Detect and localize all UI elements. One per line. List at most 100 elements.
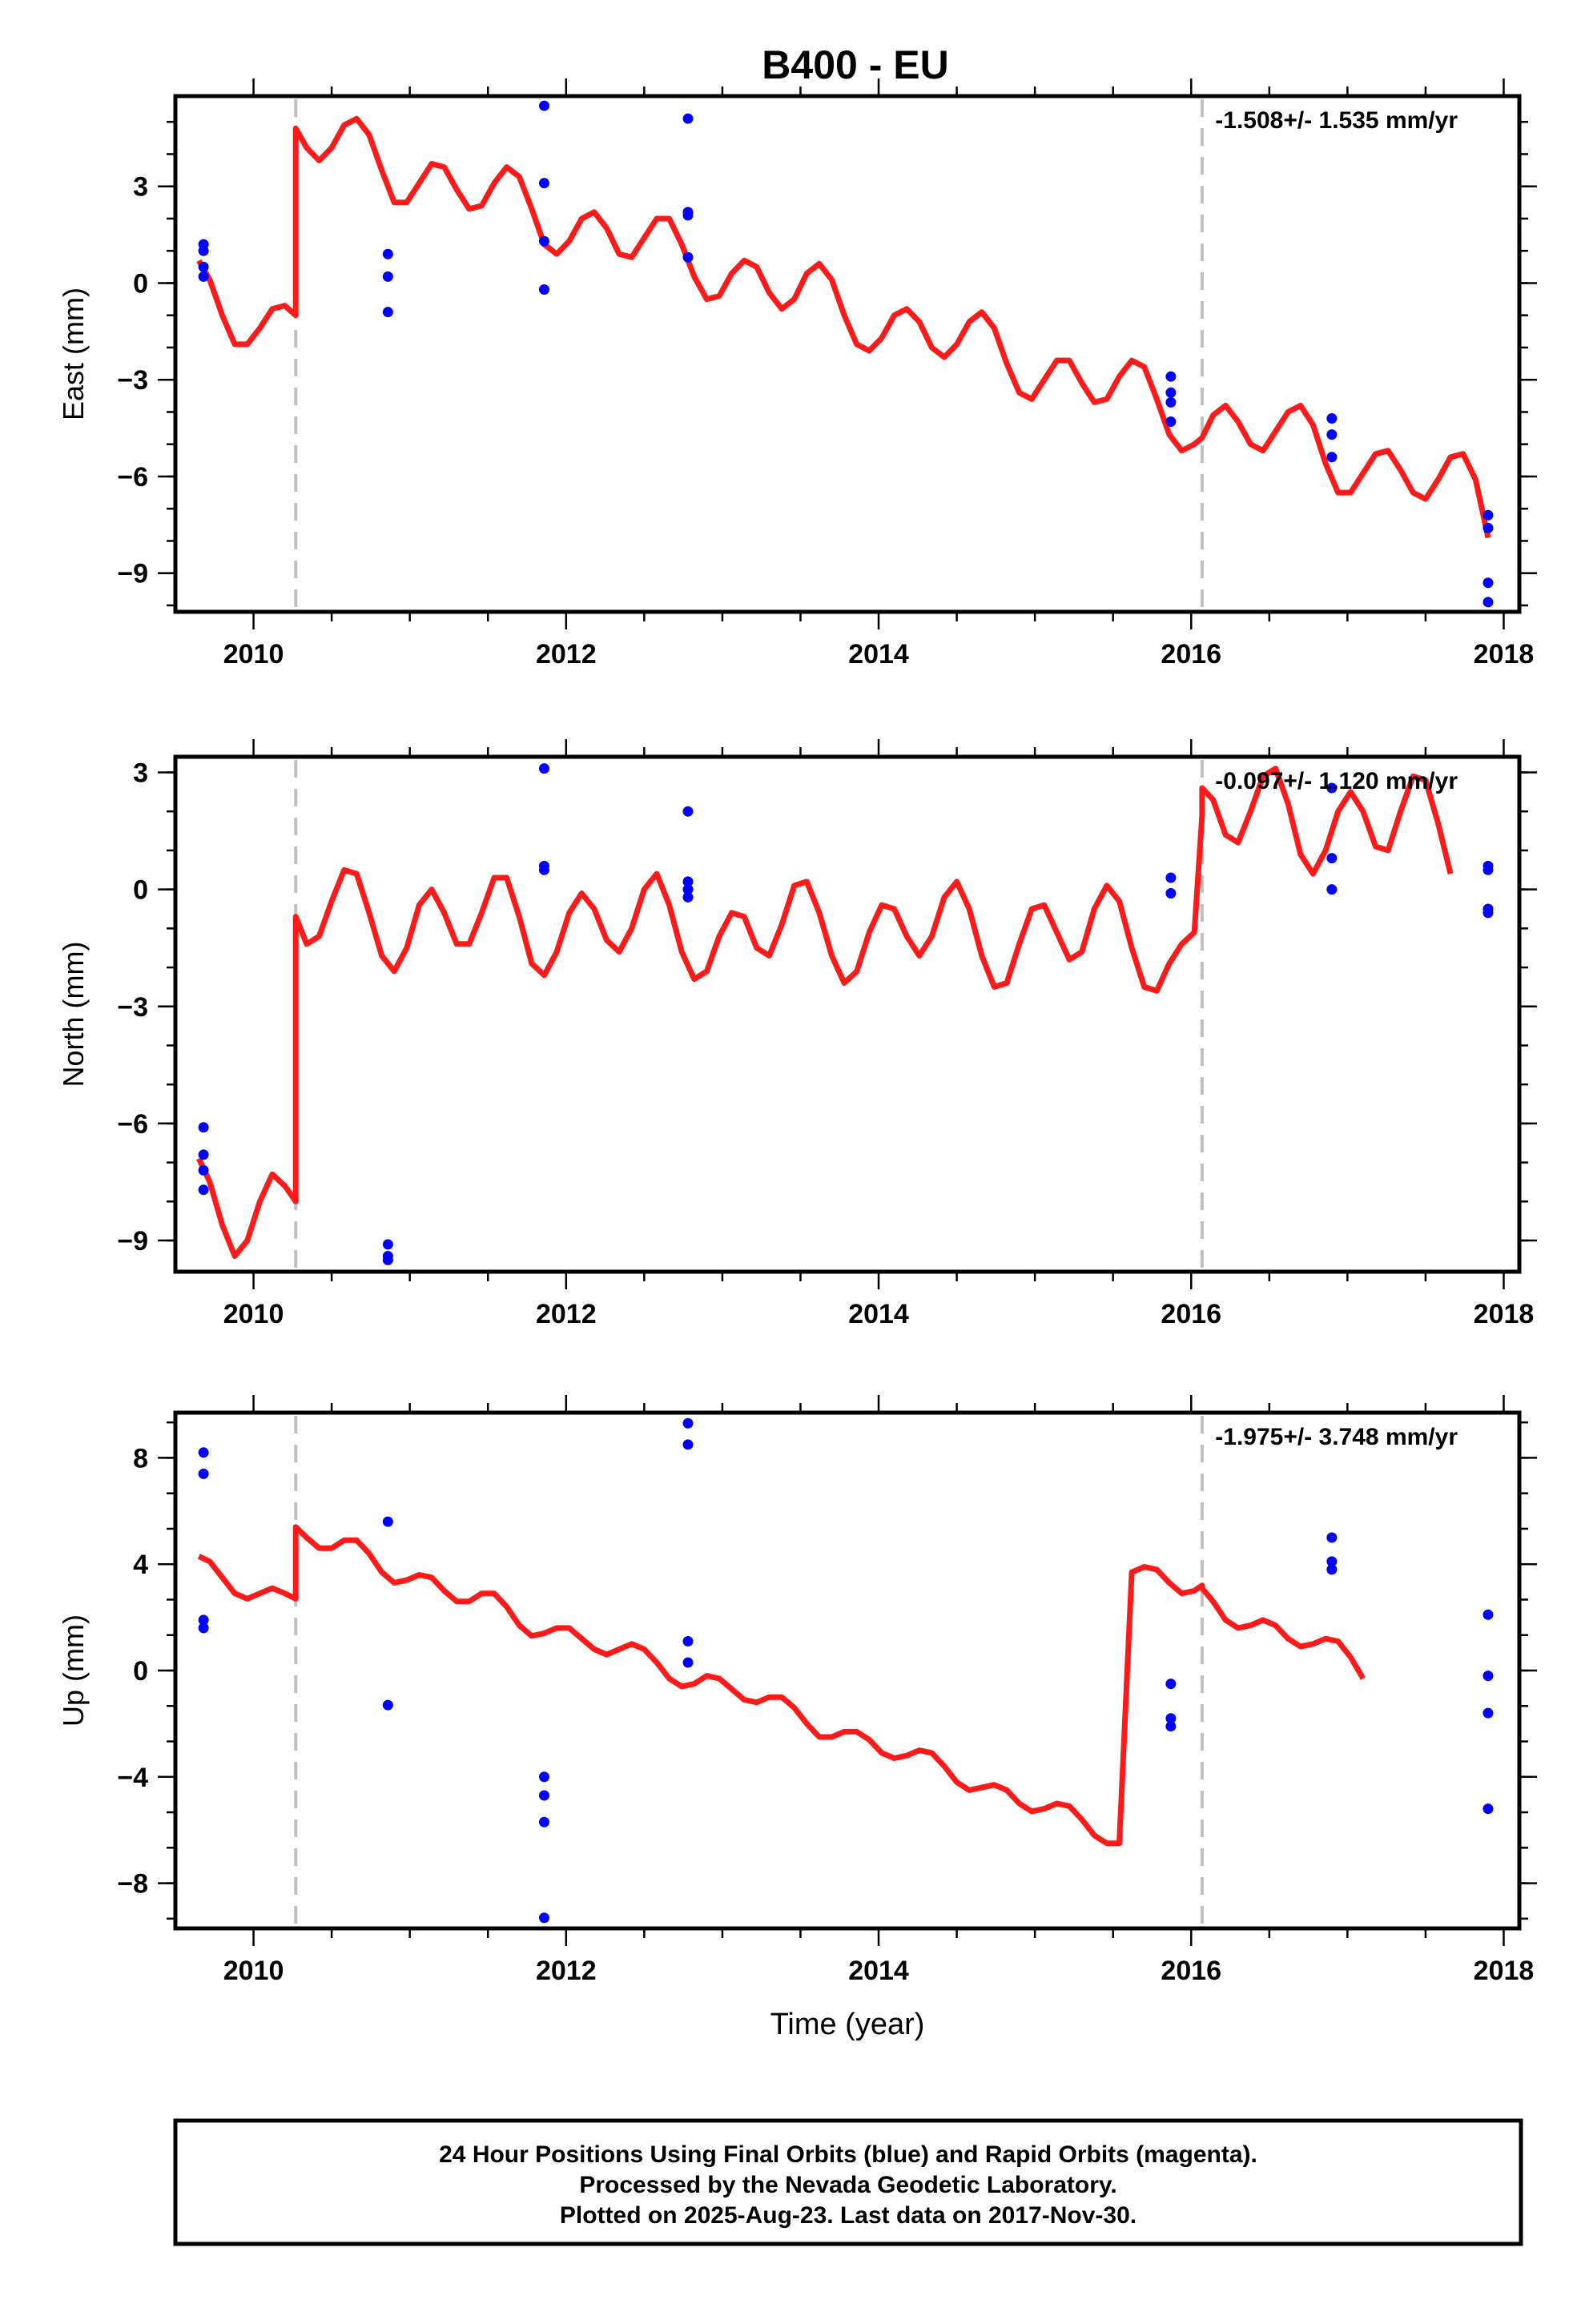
north-xtick-label: 2010 bbox=[223, 1299, 284, 1329]
north-data-point bbox=[682, 876, 694, 887]
east-ytick-label: −6 bbox=[117, 462, 148, 493]
up-data-point bbox=[1482, 1671, 1494, 1682]
up-ytick-label: 4 bbox=[133, 1550, 148, 1580]
up-ytick-label: 0 bbox=[133, 1656, 148, 1687]
footer-box: 24 Hour Positions Using Final Orbits (bl… bbox=[173, 2118, 1523, 2246]
up-data-point bbox=[1482, 1609, 1494, 1620]
up-ytick-label: −8 bbox=[117, 1869, 148, 1900]
up-data-point bbox=[1482, 1707, 1494, 1719]
north-ytick-label: −9 bbox=[117, 1226, 148, 1256]
east-ytick-label: −9 bbox=[117, 559, 148, 589]
chart-title: B400 - EU bbox=[762, 42, 948, 87]
up-data-point bbox=[682, 1417, 694, 1429]
north-data-point bbox=[538, 864, 549, 875]
east-xtick-label: 2014 bbox=[848, 639, 909, 669]
north-data-point bbox=[1326, 853, 1338, 864]
up-data-point bbox=[382, 1516, 393, 1527]
north-data-point bbox=[1165, 887, 1177, 899]
east-data-point bbox=[382, 248, 393, 259]
up-data-point bbox=[1482, 1803, 1494, 1815]
east-data-point bbox=[198, 245, 209, 256]
up-data-point bbox=[538, 1816, 549, 1827]
up-data-point bbox=[1165, 1679, 1177, 1690]
north-data-point bbox=[1165, 872, 1177, 883]
east-data-point bbox=[538, 284, 549, 295]
up-plot-frame bbox=[173, 1410, 1522, 1931]
footer-frame bbox=[173, 2118, 1523, 2246]
east-xtick-label: 2012 bbox=[536, 639, 597, 669]
north-data-point bbox=[538, 763, 549, 774]
north-ytick-label: −3 bbox=[117, 992, 148, 1023]
east-xtick-label: 2010 bbox=[223, 639, 284, 669]
north-xtick-label: 2016 bbox=[1161, 1299, 1221, 1329]
north-data-point bbox=[682, 806, 694, 817]
up-rate-label: -1.975+/- 3.748 mm/yr bbox=[1215, 1424, 1458, 1450]
east-data-point bbox=[198, 261, 209, 272]
east-data-point bbox=[1326, 429, 1338, 440]
up-data-point bbox=[1326, 1532, 1338, 1543]
east-data-point bbox=[1165, 396, 1177, 408]
north-ytick-label: 3 bbox=[133, 758, 148, 788]
east-data-point bbox=[382, 307, 393, 318]
north-xtick-label: 2012 bbox=[536, 1299, 597, 1329]
up-data-point bbox=[198, 1614, 209, 1626]
up-ytick-label: 8 bbox=[133, 1443, 148, 1474]
east-rate-label: -1.508+/- 1.535 mm/yr bbox=[1215, 107, 1458, 134]
east-data-point bbox=[1326, 413, 1338, 424]
north-data-point bbox=[198, 1122, 209, 1133]
up-data-point bbox=[1165, 1713, 1177, 1724]
north-data-point bbox=[1326, 782, 1338, 794]
east-ytick-label: 0 bbox=[133, 268, 148, 299]
up-data-point bbox=[538, 1771, 549, 1783]
north-model-line bbox=[196, 766, 1454, 1259]
north-data-point bbox=[682, 891, 694, 903]
up-xtick-label: 2016 bbox=[1161, 1956, 1221, 1986]
up-model-line bbox=[197, 1524, 1366, 1847]
north-plot-frame bbox=[173, 754, 1522, 1274]
north-data-point bbox=[198, 1164, 209, 1176]
east-ytick-label: 3 bbox=[133, 172, 148, 203]
east-data-point bbox=[1482, 597, 1494, 608]
east-data-point bbox=[198, 271, 209, 282]
east-xtick-label: 2018 bbox=[1474, 639, 1535, 669]
footer-line-3: Plotted on 2025-Aug-23. Last data on 201… bbox=[560, 2202, 1137, 2229]
east-model-line bbox=[196, 115, 1491, 539]
north-data-point bbox=[1326, 884, 1338, 895]
east-plot-frame bbox=[173, 94, 1522, 614]
up-xtick-label: 2012 bbox=[536, 1956, 597, 1986]
east-ytick-label: −3 bbox=[117, 365, 148, 396]
east-ylabel: East (mm) bbox=[57, 287, 90, 420]
east-data-point bbox=[1482, 577, 1494, 589]
north-xtick-label: 2014 bbox=[848, 1299, 909, 1329]
up-xtick-label: 2010 bbox=[223, 1956, 284, 1986]
east-data-point bbox=[1165, 371, 1177, 382]
north-data-point bbox=[382, 1254, 393, 1265]
up-data-point bbox=[1326, 1556, 1338, 1567]
east-data-point bbox=[682, 113, 694, 124]
up-data-point bbox=[1326, 1564, 1338, 1575]
north-data-point bbox=[682, 884, 694, 895]
footer-line-1: 24 Hour Positions Using Final Orbits (bl… bbox=[439, 2141, 1257, 2168]
up-data-point bbox=[1165, 1721, 1177, 1732]
up-data-point bbox=[198, 1622, 209, 1634]
up-ytick-label: −4 bbox=[117, 1763, 148, 1793]
up-ylabel: Up (mm) bbox=[57, 1614, 90, 1727]
up-data-point bbox=[198, 1468, 209, 1479]
up-data-point bbox=[682, 1657, 694, 1668]
north-ytick-label: 0 bbox=[133, 875, 148, 906]
up-xtick-label: 2018 bbox=[1474, 1956, 1535, 1986]
north-xtick-label: 2018 bbox=[1474, 1299, 1535, 1329]
east-panel: 2010 2012 2014 2016 2018 3 0 −3 −6 −9 -1.508+/- 1.… bbox=[57, 78, 1537, 669]
north-data-point bbox=[198, 1184, 209, 1196]
up-xlabel: Time (year) bbox=[770, 2008, 925, 2041]
north-ylabel: North (mm) bbox=[57, 942, 90, 1088]
east-data-point bbox=[538, 235, 549, 247]
east-data-point bbox=[538, 100, 549, 111]
east-data-point bbox=[1482, 522, 1494, 533]
up-panel: 2010 2012 2014 2016 2018 8 4 0 −4 −8 -1.975+/- 3.7… bbox=[57, 1395, 1537, 2041]
north-data-point bbox=[382, 1239, 393, 1250]
east-data-point bbox=[682, 210, 694, 221]
up-xtick-label: 2014 bbox=[848, 1956, 909, 1986]
east-xtick-label: 2016 bbox=[1161, 639, 1221, 669]
up-data-point bbox=[538, 1790, 549, 1801]
